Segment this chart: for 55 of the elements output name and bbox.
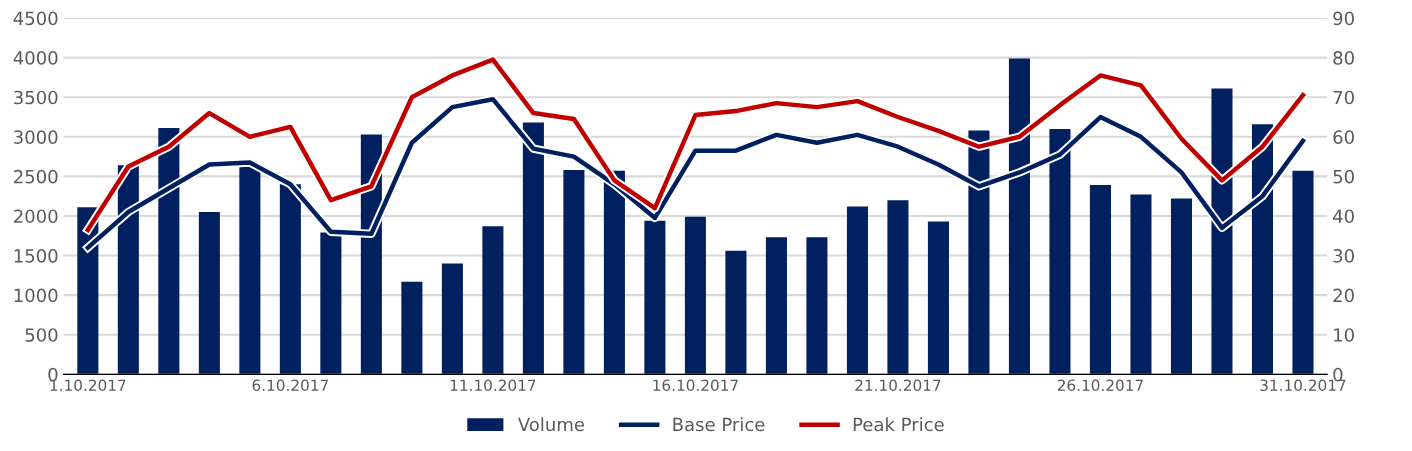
- y2-tick-label: 80: [1333, 51, 1354, 65]
- bar: [1049, 128, 1071, 375]
- y2-tick-label: 50: [1333, 169, 1354, 184]
- bar: [1251, 124, 1273, 375]
- bar: [644, 220, 666, 375]
- y2-tick-label: 20: [1333, 288, 1354, 303]
- bar: [887, 200, 909, 375]
- bar: [1292, 170, 1314, 375]
- x-tick-label: 26.10.2017: [1057, 379, 1143, 392]
- bar: [1211, 88, 1233, 375]
- bar: [198, 212, 220, 375]
- bar: [725, 250, 747, 375]
- legend-label: Base Price: [673, 417, 765, 432]
- bar: [684, 216, 706, 375]
- y-tick-label: 1000: [14, 288, 58, 303]
- y-tick-label: 500: [25, 328, 58, 342]
- bar: [603, 170, 625, 375]
- bar: [846, 206, 868, 375]
- legend-label: Volume: [517, 417, 585, 432]
- bar: [441, 263, 463, 375]
- y-tick-label: 2500: [14, 169, 58, 184]
- bar: [77, 207, 99, 375]
- bar: [401, 281, 423, 375]
- bar: [1130, 194, 1152, 375]
- bar: [1170, 198, 1192, 375]
- y2-tick-label: 10: [1334, 328, 1354, 342]
- x-tick-label: 6.10.2017: [252, 379, 328, 392]
- bar: [522, 122, 544, 375]
- x-tick-label: 21.10.2017: [855, 379, 941, 392]
- y2-tick-label: 40: [1333, 209, 1354, 224]
- bar: [563, 170, 585, 375]
- bar: [158, 128, 180, 375]
- y-tick-label: 3000: [14, 130, 58, 144]
- bar: [765, 237, 787, 375]
- legend-label: Peak Price: [853, 417, 944, 432]
- bar: [117, 165, 139, 375]
- y-tick-label: 3500: [14, 90, 58, 105]
- y2-tick-label: 60: [1333, 130, 1354, 144]
- bar: [279, 184, 301, 375]
- bar: [482, 226, 504, 375]
- y2-tick-label: 90: [1333, 11, 1354, 26]
- bar: [806, 237, 828, 375]
- y2-tick-label: 30: [1333, 249, 1354, 263]
- y2-tick-label: 70: [1333, 90, 1354, 105]
- y-tick-label: 1500: [14, 249, 58, 263]
- y-tick-label: 2000: [14, 209, 58, 224]
- x-tick-label: 11.10.2017: [450, 379, 536, 392]
- bar: [1008, 58, 1030, 375]
- y-tick-label: 4000: [13, 51, 58, 65]
- y-tick-label: 4500: [13, 11, 58, 26]
- bar: [968, 130, 990, 375]
- bar: [1089, 185, 1111, 375]
- bar: [239, 166, 261, 375]
- x-tick-label: 16.10.2017: [653, 379, 738, 392]
- bar: [927, 221, 949, 375]
